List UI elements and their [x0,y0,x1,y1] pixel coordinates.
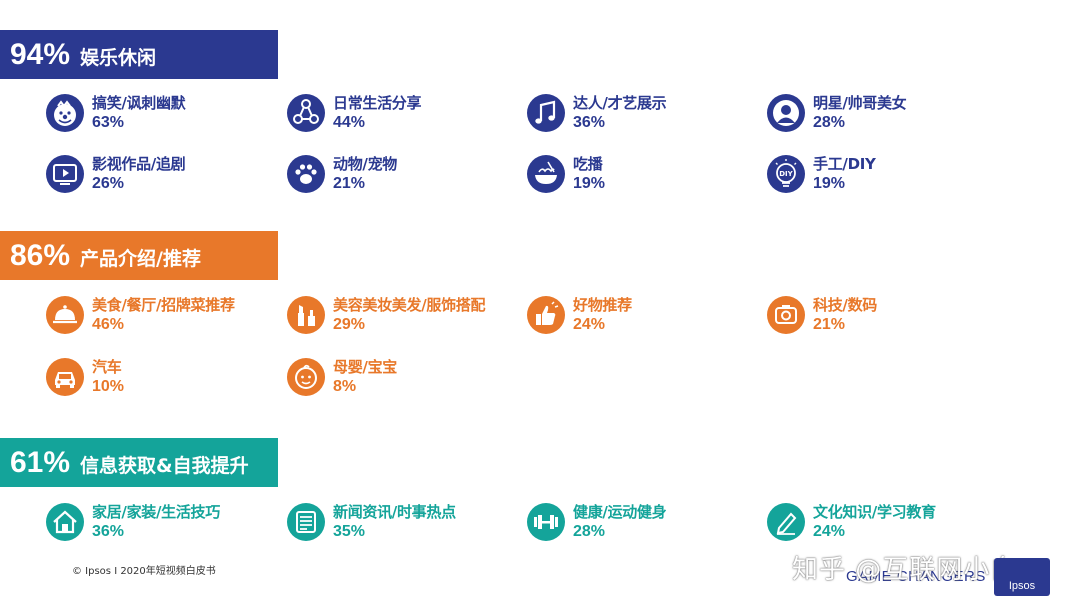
category-label: 日常生活分享 [333,94,422,112]
category-label: 汽车 [92,358,122,376]
category-item: 明星/帅哥美女 28% [767,94,997,144]
category-item: 文化知识/学习教育 24% [767,503,997,553]
category-value: 35% [333,523,366,540]
category-label: 吃播 [573,155,603,173]
category-item: 搞笑/讽刺幽默 63% [46,94,276,144]
category-label: 新闻资讯/时事热点 [333,503,456,521]
category-value: 8% [333,378,357,395]
section-percent: 86% [10,238,71,272]
category-value: 46% [92,316,125,333]
category-item: 健康/运动健身 28% [527,503,757,553]
camera-icon [767,296,805,334]
pencil-icon [767,503,805,541]
category-label: 达人/才艺展示 [573,94,667,112]
category-item: 科技/数码 21% [767,296,997,346]
category-label: 科技/数码 [813,296,877,314]
category-value: 10% [92,378,125,395]
category-value: 36% [92,523,125,540]
category-value: 29% [333,316,366,333]
car-icon [46,358,84,396]
category-item: 美容美妆美发/服饰搭配 29% [287,296,517,346]
category-item: 汽车 10% [46,358,276,408]
share-network-icon [287,94,325,132]
category-item: 新闻资讯/时事热点 35% [287,503,517,553]
category-value: 19% [573,175,606,192]
category-item: 影视作品/追剧 26% [46,155,276,205]
category-value: 19% [813,175,846,192]
category-item: 母婴/宝宝 8% [287,358,517,408]
paw-icon [287,155,325,193]
category-value: 28% [573,523,606,540]
section-banner-information: 61% 信息获取&自我提升 [0,438,278,487]
food-cloche-icon [46,296,84,334]
newspaper-icon [287,503,325,541]
category-item: 日常生活分享 44% [287,94,517,144]
house-icon [46,503,84,541]
category-value: 26% [92,175,125,192]
makeup-icon [287,296,325,334]
section-percent: 94% [10,37,71,71]
category-label: 母婴/宝宝 [333,358,397,376]
category-value: 21% [813,316,846,333]
category-label: 动物/宠物 [333,155,397,173]
category-value: 36% [573,114,606,131]
category-label: 健康/运动健身 [573,503,667,521]
noodle-bowl-icon [527,155,565,193]
category-value: 63% [92,114,125,131]
category-label: 明星/帅哥美女 [813,94,907,112]
person-icon [767,94,805,132]
watermark: 知乎 @互联网小白 [792,555,1018,585]
category-value: 24% [573,316,606,333]
category-label: 家居/家装/生活技巧 [92,503,220,521]
section-title: 娱乐休闲 [80,47,157,69]
section-banner-entertainment: 94% 娱乐休闲 [0,30,278,79]
clown-face-icon [46,94,84,132]
category-item: 家居/家装/生活技巧 36% [46,503,276,553]
category-label: 好物推荐 [573,296,632,314]
section-title: 产品介绍/推荐 [80,248,201,270]
category-value: 24% [813,523,846,540]
diy-bulb-icon: DIY [767,155,805,193]
category-item: 动物/宠物 21% [287,155,517,205]
category-value: 44% [333,114,366,131]
ipsos-logo: Ipsos [994,558,1050,596]
section-banner-product: 86% 产品介绍/推荐 [0,231,278,280]
section-percent: 61% [10,445,71,479]
copyright-note: © Ipsos I 2020年短视频白皮书 [72,566,216,577]
category-item: 美食/餐厅/招牌菜推荐 46% [46,296,276,346]
category-item: 好物推荐 24% [527,296,757,346]
category-value: 28% [813,114,846,131]
category-label: 美食/餐厅/招牌菜推荐 [92,296,235,314]
category-label: 搞笑/讽刺幽默 [92,94,186,112]
brand-tagline: GAME CHANGERS [846,568,986,585]
category-item: 吃播 19% [527,155,757,205]
category-label: 手工/DIY [813,155,876,173]
dumbbell-icon [527,503,565,541]
category-label: 影视作品/追剧 [92,155,186,173]
music-note-icon [527,94,565,132]
tv-play-icon [46,155,84,193]
thumbs-up-icon [527,296,565,334]
section-title: 信息获取&自我提升 [80,455,249,477]
category-value: 21% [333,175,366,192]
category-item: DIY 手工/DIY 19% [767,155,997,205]
category-label: 文化知识/学习教育 [813,503,936,521]
svg-text:DIY: DIY [779,170,793,178]
baby-face-icon [287,358,325,396]
category-item: 达人/才艺展示 36% [527,94,757,144]
category-label: 美容美妆美发/服饰搭配 [333,296,486,314]
